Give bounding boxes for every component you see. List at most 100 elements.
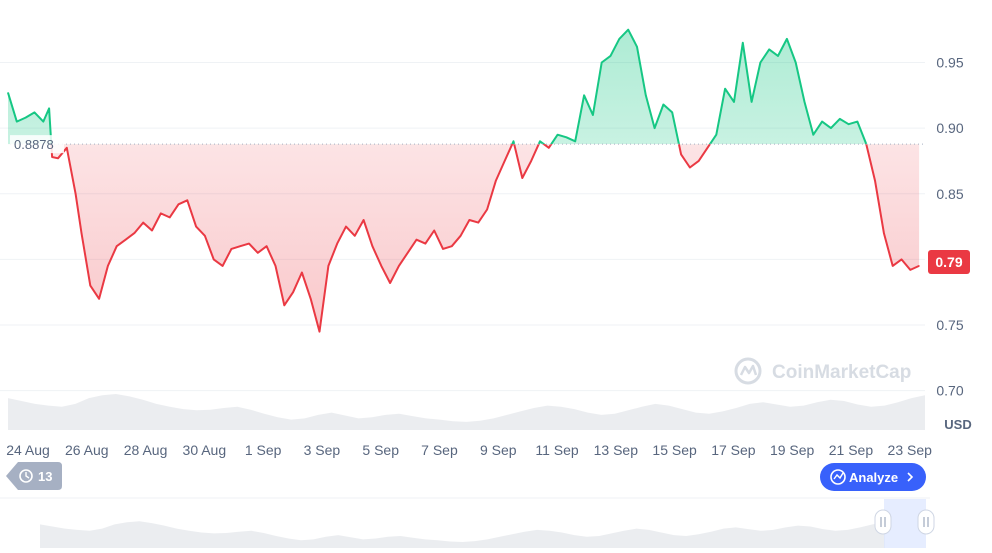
data-point xyxy=(803,101,806,103)
data-point xyxy=(318,331,321,333)
series-lines xyxy=(7,28,920,333)
price-line-negative xyxy=(50,144,920,333)
y-tick-label: 0.85 xyxy=(936,186,963,202)
data-point xyxy=(75,193,77,195)
left-handle-bg[interactable] xyxy=(874,509,892,535)
data-point xyxy=(380,265,382,267)
x-tick-label: 1 Sep xyxy=(245,442,282,458)
data-point xyxy=(57,157,59,159)
data-point xyxy=(689,166,691,169)
data-point xyxy=(354,235,356,237)
data-point xyxy=(389,282,391,284)
data-point xyxy=(98,298,100,300)
data-point xyxy=(856,121,859,123)
data-point xyxy=(821,121,823,123)
data-point xyxy=(848,123,850,125)
data-point xyxy=(80,232,83,234)
data-point xyxy=(442,248,444,250)
data-point xyxy=(627,29,629,31)
x-tick-label: 23 Sep xyxy=(888,442,933,458)
navigator-right-handle[interactable] xyxy=(917,509,935,535)
data-point xyxy=(204,235,206,237)
data-point xyxy=(768,48,770,51)
data-point xyxy=(151,229,153,232)
x-tick-label: 21 Sep xyxy=(829,442,874,458)
data-point xyxy=(51,156,53,158)
data-point xyxy=(521,177,523,179)
x-tick-label: 26 Aug xyxy=(65,442,109,458)
baseline-value-label: 0.8878 xyxy=(14,137,54,152)
data-point xyxy=(645,94,647,96)
current-price-tag: 0.79 xyxy=(928,250,970,274)
data-point xyxy=(42,121,44,123)
y-axis-ticks: 0.700.750.800.850.900.95 xyxy=(936,55,963,399)
data-point xyxy=(415,239,418,241)
x-tick-label: 11 Sep xyxy=(535,442,579,458)
data-point xyxy=(66,147,68,149)
data-point xyxy=(363,219,365,221)
range-badge[interactable]: 13 xyxy=(6,462,62,490)
analyze-icon xyxy=(830,469,846,485)
data-point xyxy=(495,180,497,182)
data-point xyxy=(874,180,876,182)
data-point xyxy=(565,136,568,138)
analyze-button[interactable]: Analyze xyxy=(820,463,926,491)
data-point xyxy=(310,298,312,300)
data-point xyxy=(680,153,682,155)
volume-area xyxy=(8,394,925,430)
grip-icon xyxy=(923,517,929,527)
grip-icon xyxy=(880,517,886,527)
data-point xyxy=(25,117,27,119)
data-point xyxy=(742,42,744,44)
price-line-positive xyxy=(7,28,868,145)
x-tick-label: 5 Sep xyxy=(362,442,399,458)
data-point xyxy=(583,94,585,96)
data-point xyxy=(618,38,620,40)
navigator-volume-path xyxy=(40,521,885,548)
analyze-icon-mark xyxy=(833,472,844,480)
x-tick-label: 19 Sep xyxy=(770,442,815,458)
range-navigator[interactable] xyxy=(0,497,935,548)
data-point xyxy=(795,61,797,64)
data-point xyxy=(751,101,753,103)
data-point xyxy=(116,245,118,247)
data-point xyxy=(248,243,250,245)
data-point xyxy=(548,147,550,149)
data-point xyxy=(909,269,911,271)
data-point xyxy=(195,226,197,228)
data-point xyxy=(574,140,576,142)
x-tick-label: 3 Sep xyxy=(304,442,341,458)
range-badge-label: 13 xyxy=(38,469,52,484)
navigator-volume xyxy=(40,521,885,548)
unit-label: USD xyxy=(944,417,971,432)
data-point xyxy=(33,111,36,113)
y-tick-label: 0.95 xyxy=(936,55,963,71)
current-price-label: 0.79 xyxy=(935,254,962,270)
data-point xyxy=(169,216,171,218)
coinmarketcap-watermark: CoinMarketCap xyxy=(734,357,911,385)
data-point xyxy=(530,160,532,162)
y-tick-label: 0.90 xyxy=(936,120,963,136)
data-point xyxy=(283,304,285,306)
data-point xyxy=(222,265,224,267)
range-badge-bg[interactable] xyxy=(6,462,62,490)
watermark-text: CoinMarketCap xyxy=(772,362,911,383)
data-point xyxy=(671,111,673,113)
data-point xyxy=(213,258,215,260)
data-point xyxy=(698,160,700,162)
data-point xyxy=(706,147,709,149)
navigator-left-handle[interactable] xyxy=(874,509,892,535)
data-point xyxy=(451,245,453,247)
data-point xyxy=(239,245,241,247)
data-point xyxy=(186,199,188,201)
data-point xyxy=(883,232,885,234)
data-point xyxy=(504,160,506,162)
analyze-button-bg[interactable] xyxy=(820,463,926,491)
right-handle-bg[interactable] xyxy=(917,509,935,535)
data-point xyxy=(636,46,638,48)
data-point xyxy=(125,239,127,241)
data-point xyxy=(48,107,50,109)
data-point xyxy=(601,61,603,64)
data-point xyxy=(336,243,338,245)
